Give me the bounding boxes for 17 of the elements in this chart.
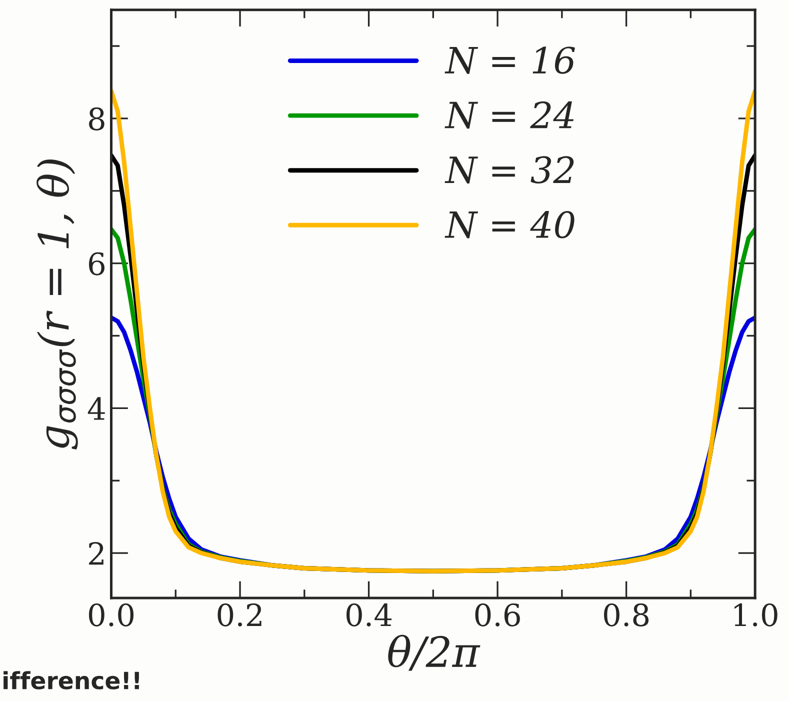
y-tick-label: 4 xyxy=(88,397,105,420)
legend-label: N = 24 xyxy=(444,101,574,129)
legend-label: N = 32 xyxy=(444,156,574,184)
x-tick-label: 0.8 xyxy=(604,603,649,626)
legend-label: N = 40 xyxy=(444,210,574,238)
y-tick-label: 2 xyxy=(89,542,104,565)
x-tick-label: 1.0 xyxy=(734,603,778,626)
y-axis-title: g$_{σσσσ}$(r = 1, θ) xyxy=(36,160,78,450)
x-tick-label: 0.4 xyxy=(346,603,392,626)
x-tick-label: 0.6 xyxy=(475,603,520,626)
legend-label: N = 16 xyxy=(444,46,575,74)
text: ifference!! xyxy=(4,671,139,690)
y-tick-label: 8 xyxy=(88,107,104,131)
x-tick-label: 0.2 xyxy=(218,603,262,626)
y-tick-label: 6 xyxy=(88,252,104,276)
x-axis-title: θ/2π xyxy=(388,634,480,671)
x-tick-label: 0.0 xyxy=(88,603,134,626)
